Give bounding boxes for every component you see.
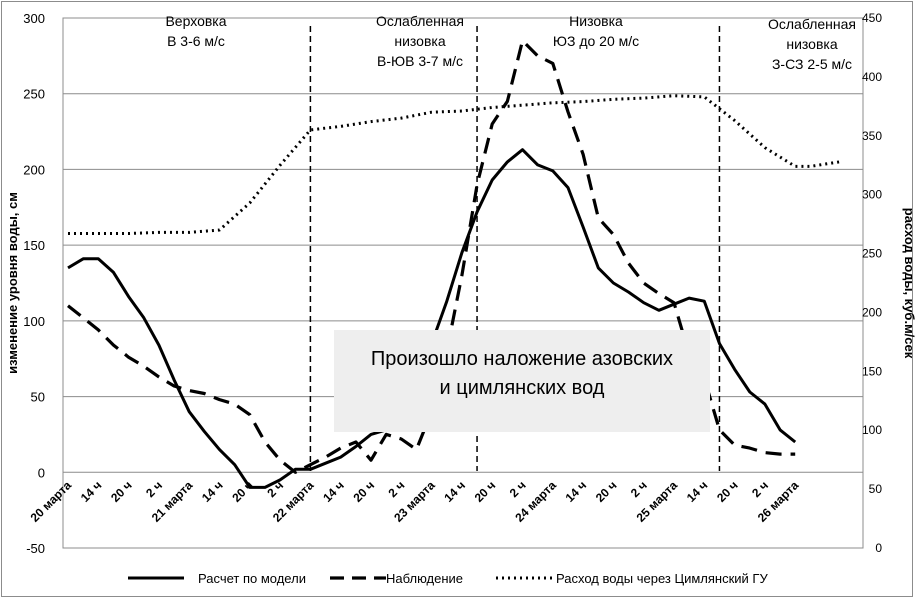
x-tick-10: 20 ч [350, 478, 377, 505]
series-line-dotted [68, 94, 841, 235]
y-tick-left-4: 150 [23, 238, 45, 253]
series-line-solid [67, 148, 797, 489]
x-tick-0: 20 марта [28, 478, 75, 525]
y-tick-right-9: 450 [862, 11, 882, 25]
legend-label-solid: Расчет по модели [198, 571, 306, 586]
y-tick-left-1: 0 [38, 465, 45, 480]
x-tick-3: 2 ч [143, 478, 165, 500]
legend-label-dashed: Наблюдение [386, 571, 463, 586]
x-tick-13: 14 ч [441, 478, 468, 505]
y-tick-right-0: 0 [875, 541, 882, 555]
x-tick-19: 2 ч [628, 478, 650, 500]
y-tick-right-8: 400 [862, 70, 882, 84]
x-tick-5: 14 ч [199, 478, 226, 505]
annotation-3-line-2: З-СЗ 2-5 м/с [772, 56, 852, 72]
y-tick-right-7: 350 [862, 129, 882, 143]
x-tick-7: 2 ч [264, 478, 286, 500]
annotation-1-line-0: Ослабленная [376, 13, 464, 29]
x-tick-23: 2 ч [749, 478, 771, 500]
x-tick-22: 20 ч [714, 478, 741, 505]
y-tick-left-0: -50 [26, 541, 45, 556]
callout-line-1: Произошло наложение азовских [371, 348, 673, 370]
y-tick-left-6: 250 [23, 87, 45, 102]
x-tick-2: 20 ч [108, 478, 135, 505]
x-tick-17: 14 ч [563, 478, 590, 505]
x-tick-1: 14 ч [78, 478, 105, 505]
x-tick-18: 20 ч [593, 478, 620, 505]
annotation-2-line-1: ЮЗ до 20 м/с [553, 33, 639, 49]
y-tick-right-4: 200 [862, 305, 882, 319]
y-axis-right-label: расход воды, куб.м/сек [902, 208, 916, 359]
callout-background [334, 330, 710, 432]
y-tick-right-6: 300 [862, 188, 882, 202]
y-tick-right-3: 150 [862, 364, 882, 378]
annotation-3-line-1: низовка [786, 36, 837, 52]
y-axis-left-label: изменение уровня воды, см [5, 192, 20, 374]
annotation-3-line-0: Ослабленная [768, 16, 856, 32]
x-tick-6: 20 ч [229, 478, 256, 505]
legend-label-dotted: Расход воды через Цимлянский ГУ [556, 571, 768, 586]
annotation-0-line-0: Верховка [165, 13, 226, 29]
y-tick-right-1: 50 [869, 482, 883, 496]
annotation-1-line-2: В-ЮВ 3-7 м/с [377, 53, 463, 69]
y-tick-left-2: 50 [31, 390, 45, 405]
x-tick-15: 2 ч [507, 478, 529, 500]
plot-area-border [62, 17, 864, 549]
legend: Расчет по модели Наблюдение Расход воды че… [128, 571, 768, 586]
annotation-1-line-1: низовка [394, 33, 445, 49]
y-axis-left-ticks: -50 0 50 100 150 200 250 300 [23, 11, 45, 556]
x-tick-14: 20 ч [472, 478, 499, 505]
x-tick-21: 14 ч [684, 478, 711, 505]
callout-box: Произошло наложение азовских и цимлянски… [334, 330, 710, 432]
y-tick-left-5: 200 [23, 162, 45, 177]
annotation-0-line-1: В 3-6 м/с [167, 33, 225, 49]
x-tick-9: 14 ч [320, 478, 347, 505]
y-tick-left-3: 100 [23, 314, 45, 329]
annotation-2-line-0: Низовка [569, 13, 623, 29]
y-tick-right-5: 250 [862, 247, 882, 261]
y-tick-right-2: 100 [862, 423, 882, 437]
y-tick-left-7: 300 [23, 11, 45, 26]
period-annotations: Верховка В 3-6 м/с Ослабленная низовка В-ЮВ … [165, 13, 856, 72]
callout-line-2: и цимлянских вод [440, 377, 605, 399]
x-tick-11: 2 ч [386, 478, 408, 500]
y-axis-right-ticks: 0 50 100 150 200 250 300 350 400 450 [862, 11, 882, 555]
gridlines [63, 17, 863, 549]
